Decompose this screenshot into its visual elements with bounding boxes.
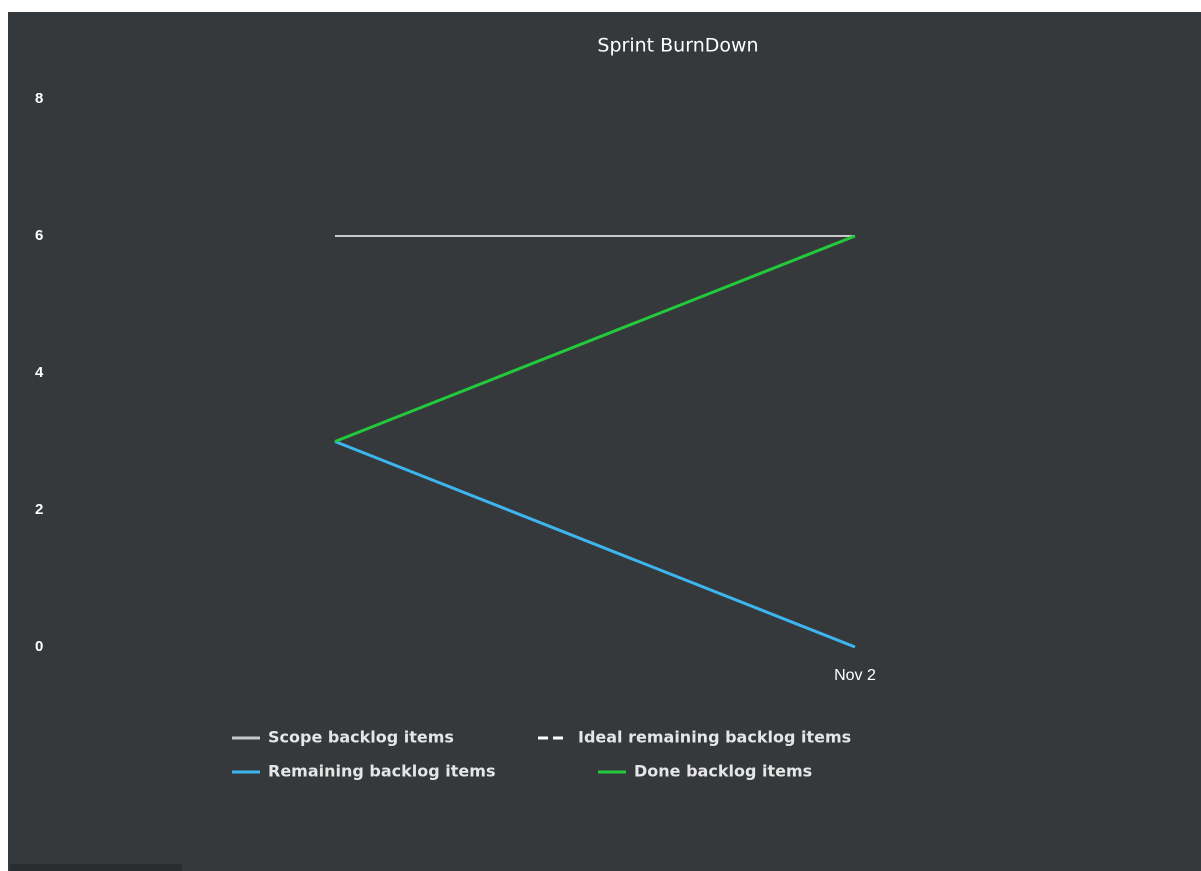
y-tick-label: 6: [35, 227, 43, 244]
legend-label: Remaining backlog items: [268, 762, 495, 781]
y-tick-label: 8: [35, 90, 43, 107]
series-line: [334, 234, 856, 443]
y-tick-label: 2: [35, 501, 43, 518]
legend-label: Scope backlog items: [268, 728, 454, 747]
x-tick-label: Nov 2: [834, 667, 876, 684]
legend-label: Done backlog items: [634, 762, 812, 781]
chart-title: Sprint BurnDown: [597, 35, 758, 57]
y-tick-label: 4: [35, 364, 44, 381]
y-tick-label: 0: [35, 638, 43, 655]
series-line: [334, 440, 856, 649]
chart-background: [8, 12, 1201, 871]
legend-label: Ideal remaining backlog items: [578, 728, 851, 747]
panel-tab: [10, 864, 182, 871]
